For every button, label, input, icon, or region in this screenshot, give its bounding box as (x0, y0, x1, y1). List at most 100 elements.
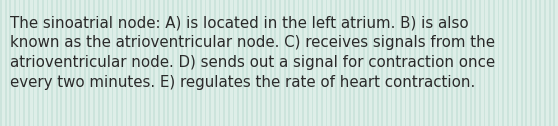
Bar (14, 0, 16, 126)
Bar (270, 0, 272, 126)
Bar (191, 0, 193, 126)
Bar (554, 0, 555, 126)
Bar (526, 0, 527, 126)
Bar (46, 0, 49, 126)
Bar (251, 0, 253, 126)
Bar (474, 0, 476, 126)
Bar (335, 0, 336, 126)
Bar (121, 0, 123, 126)
Bar (377, 0, 378, 126)
Bar (363, 0, 364, 126)
Bar (395, 0, 397, 126)
Bar (386, 0, 388, 126)
Bar (93, 0, 95, 126)
Bar (507, 0, 509, 126)
Bar (339, 0, 341, 126)
Bar (479, 0, 481, 126)
Bar (130, 0, 132, 126)
Bar (167, 0, 169, 126)
Bar (9, 0, 11, 126)
Bar (102, 0, 104, 126)
Bar (535, 0, 537, 126)
Bar (172, 0, 174, 126)
Bar (498, 0, 499, 126)
Bar (409, 0, 411, 126)
Bar (428, 0, 430, 126)
Bar (84, 0, 85, 126)
Bar (307, 0, 309, 126)
Bar (493, 0, 495, 126)
Bar (195, 0, 197, 126)
Bar (442, 0, 444, 126)
Bar (265, 0, 267, 126)
Bar (456, 0, 458, 126)
Bar (140, 0, 141, 126)
Bar (330, 0, 332, 126)
Bar (502, 0, 504, 126)
Bar (372, 0, 374, 126)
Bar (181, 0, 183, 126)
Bar (423, 0, 425, 126)
Bar (219, 0, 220, 126)
Bar (418, 0, 420, 126)
Bar (200, 0, 202, 126)
Bar (79, 0, 81, 126)
Bar (88, 0, 90, 126)
Bar (470, 0, 472, 126)
Bar (460, 0, 462, 126)
Bar (214, 0, 216, 126)
Bar (414, 0, 416, 126)
Bar (293, 0, 295, 126)
Bar (0, 0, 2, 126)
Bar (42, 0, 44, 126)
Bar (405, 0, 406, 126)
Bar (70, 0, 71, 126)
Text: The sinoatrial node: A) is located in the left atrium. B) is also
known as the a: The sinoatrial node: A) is located in th… (10, 15, 495, 89)
Bar (74, 0, 76, 126)
Bar (186, 0, 188, 126)
Bar (205, 0, 206, 126)
Bar (432, 0, 434, 126)
Bar (512, 0, 513, 126)
Bar (126, 0, 127, 126)
Bar (153, 0, 155, 126)
Bar (353, 0, 355, 126)
Bar (549, 0, 551, 126)
Bar (465, 0, 467, 126)
Bar (437, 0, 439, 126)
Bar (32, 0, 35, 126)
Bar (302, 0, 304, 126)
Bar (311, 0, 314, 126)
Bar (237, 0, 239, 126)
Bar (233, 0, 234, 126)
Bar (144, 0, 146, 126)
Bar (516, 0, 518, 126)
Bar (400, 0, 402, 126)
Bar (209, 0, 211, 126)
Bar (149, 0, 151, 126)
Bar (107, 0, 109, 126)
Bar (223, 0, 225, 126)
Bar (488, 0, 490, 126)
Bar (544, 0, 546, 126)
Bar (521, 0, 523, 126)
Bar (37, 0, 39, 126)
Bar (135, 0, 137, 126)
Bar (242, 0, 244, 126)
Bar (275, 0, 276, 126)
Bar (261, 0, 262, 126)
Bar (451, 0, 453, 126)
Bar (116, 0, 118, 126)
Bar (344, 0, 346, 126)
Bar (51, 0, 53, 126)
Bar (358, 0, 360, 126)
Bar (484, 0, 485, 126)
Bar (279, 0, 281, 126)
Bar (65, 0, 67, 126)
Bar (177, 0, 179, 126)
Bar (56, 0, 57, 126)
Bar (391, 0, 392, 126)
Bar (381, 0, 383, 126)
Bar (256, 0, 258, 126)
Bar (446, 0, 448, 126)
